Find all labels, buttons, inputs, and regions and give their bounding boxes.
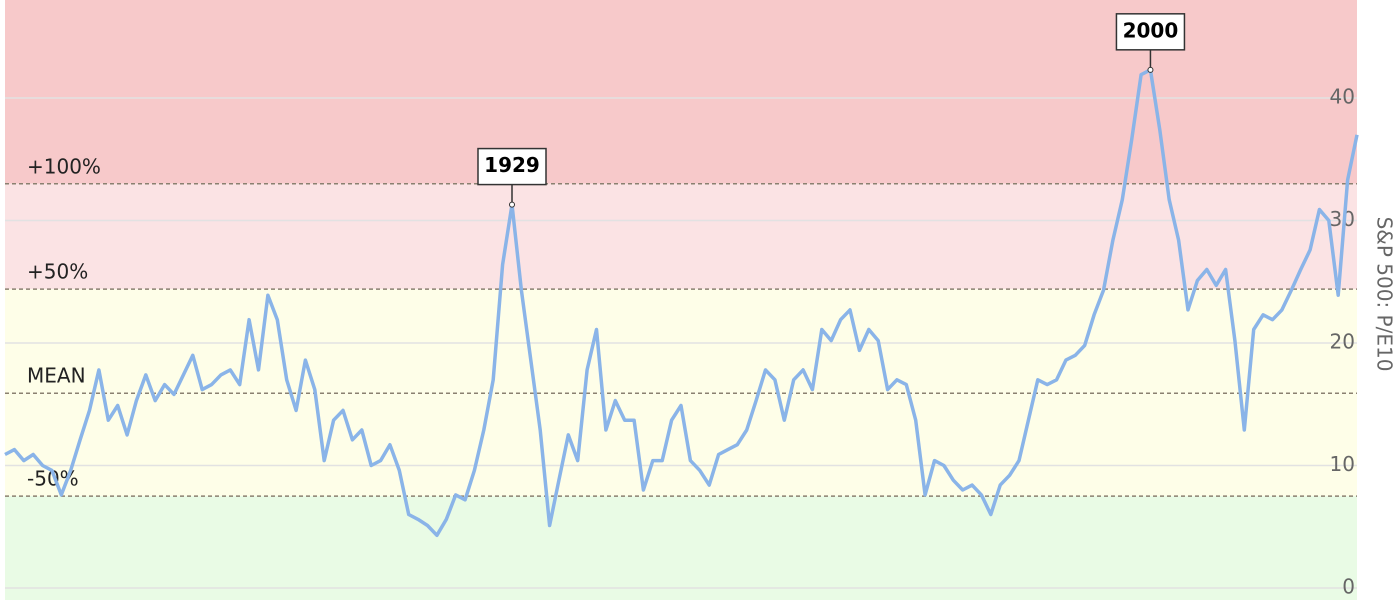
- annotation-label: 1929: [484, 153, 540, 177]
- band: [5, 496, 1357, 600]
- y-tick-label: 20: [1330, 330, 1355, 354]
- annotation-box: [1115, 13, 1186, 51]
- band: [5, 289, 1357, 394]
- y-tick-label: 0: [1342, 575, 1355, 599]
- annotation-box: [477, 147, 547, 186]
- y-tick-label: 40: [1330, 85, 1355, 109]
- reference-label: MEAN: [27, 364, 86, 388]
- annotation-label: 2000: [1123, 18, 1179, 42]
- reference-label: +50%: [27, 260, 88, 284]
- band: [5, 183, 1357, 290]
- reference-label: +100%: [27, 154, 101, 178]
- annotation-point: [509, 201, 515, 208]
- y-axis-label: S&P 500: P/E10: [1373, 217, 1397, 372]
- annotation-point: [1147, 66, 1154, 73]
- data-line: [4, 68, 1359, 538]
- y-tick-label: 10: [1330, 452, 1355, 476]
